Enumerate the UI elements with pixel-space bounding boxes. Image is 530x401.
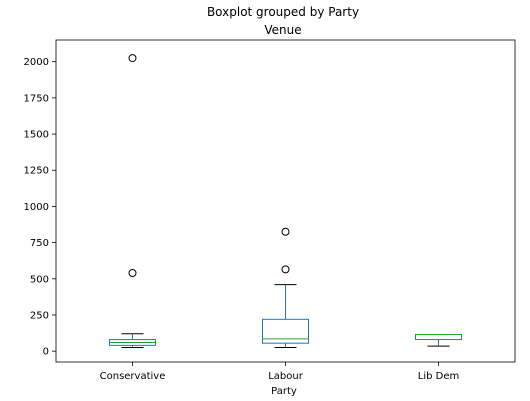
outlier-point bbox=[281, 265, 290, 274]
y-tick-label: 500 bbox=[30, 274, 49, 285]
x-tick-label: Labour bbox=[268, 371, 304, 382]
chart-suptitle: Boxplot grouped by Party bbox=[207, 5, 359, 19]
x-tick-label: Lib Dem bbox=[418, 371, 459, 382]
box bbox=[415, 334, 462, 341]
boxes-group bbox=[109, 54, 462, 349]
outlier-point bbox=[128, 54, 137, 63]
chart-title: Venue bbox=[264, 23, 301, 37]
y-tick-label: 1250 bbox=[24, 166, 49, 177]
y-tick-label: 750 bbox=[30, 238, 49, 249]
y-tick-label: 1000 bbox=[24, 202, 49, 213]
x-tick-label: Conservative bbox=[100, 371, 166, 382]
outlier-point bbox=[128, 268, 137, 277]
x-axis-label: Party bbox=[271, 386, 297, 397]
x-axis: Conservative Labour Lib Dem bbox=[100, 362, 459, 382]
y-tick-label: 2000 bbox=[24, 57, 49, 68]
box bbox=[262, 318, 309, 344]
y-tick-label: 0 bbox=[43, 347, 49, 358]
outlier-point bbox=[281, 227, 290, 236]
y-tick-label: 1750 bbox=[24, 93, 49, 104]
y-tick-label: 1500 bbox=[24, 130, 49, 141]
y-tick-label: 250 bbox=[30, 310, 49, 321]
y-axis: 0 250 500 750 1000 1250 1500 1750 2000 bbox=[24, 57, 56, 358]
